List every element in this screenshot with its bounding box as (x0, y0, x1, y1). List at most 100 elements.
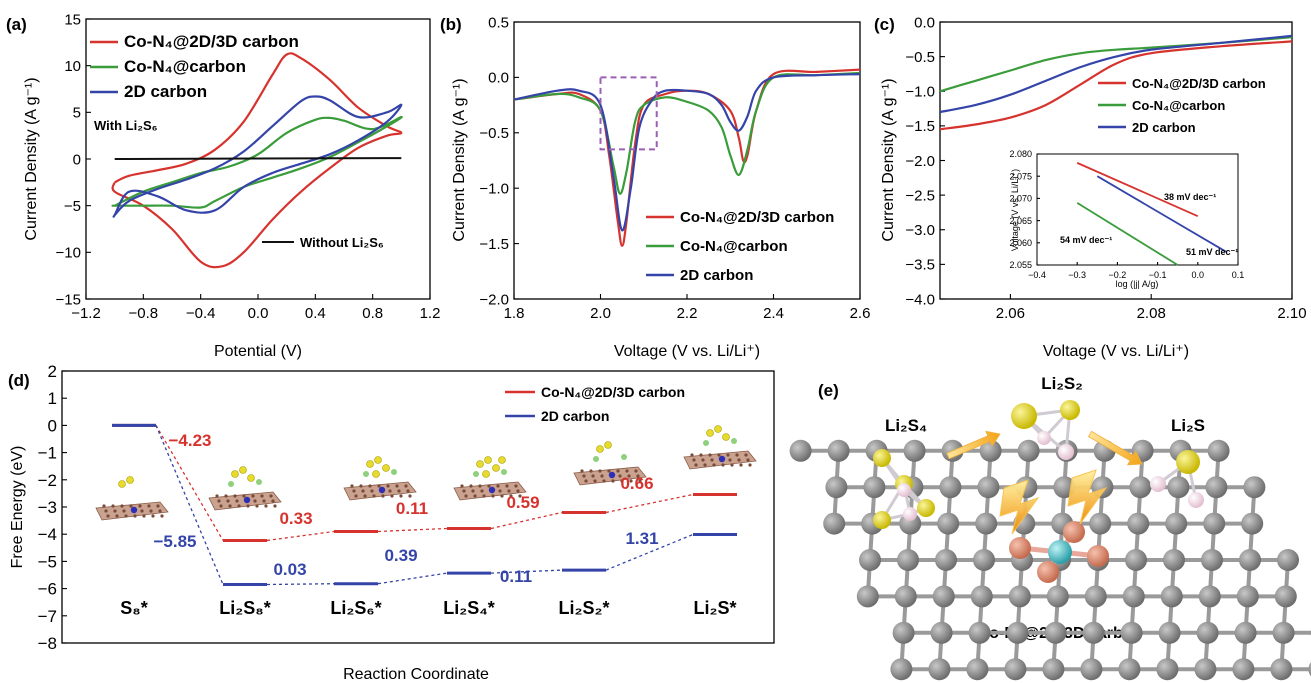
carbon-atom (894, 585, 917, 608)
y-tick-label: 1 (48, 389, 57, 408)
carbon-atom (491, 494, 495, 498)
carbon-atom (694, 463, 698, 467)
carbon-atom (246, 504, 250, 508)
carbon-atom (968, 621, 991, 644)
carbon-atom (149, 509, 153, 513)
y-tick-label: −2.0 (479, 291, 509, 308)
label-li2s2: Li₂S₂ (1041, 374, 1083, 393)
carbon-atom (160, 514, 164, 518)
conversion-arrow-icon (946, 430, 1001, 460)
y-tick-label: −0.5 (479, 125, 509, 142)
carbon-atom (518, 494, 522, 498)
carbon-atom (1006, 621, 1029, 644)
carbon-atom (1205, 476, 1228, 499)
carbon-atom (939, 476, 962, 499)
sulfur-atom (492, 464, 500, 472)
energy-connector (155, 425, 224, 585)
category-label: Li₂S₄* (443, 598, 495, 618)
inset-xlabel: log (|j| A/g) (1116, 279, 1159, 289)
lithium-atom (256, 479, 262, 485)
carbon-atom (1207, 439, 1230, 462)
carbon-atom (692, 458, 696, 462)
carbon-atom (1127, 512, 1150, 535)
y-tick-label: −3 (38, 498, 57, 517)
carbon-atom (721, 463, 725, 467)
carbon-atom (903, 439, 926, 462)
carbon-atom (935, 549, 957, 571)
carbon-atom (251, 494, 255, 498)
inset-slope-label: 54 mV dec⁻¹ (1060, 235, 1112, 245)
y-tick-label: −4.0 (905, 291, 935, 308)
lithium-atom (621, 454, 627, 460)
carbon-atom (602, 479, 606, 483)
sulfur-atom (372, 470, 380, 478)
adsorbed-structures (95, 425, 757, 521)
legend-entry: Co-N₄@2D/3D carbon (124, 32, 299, 51)
series-co-n-2d-3d-carbon (939, 40, 1293, 131)
x-tick-label: −0.1 (1149, 270, 1167, 280)
inset-slope-label: 38 mV dec⁻¹ (1164, 192, 1216, 202)
energy-connector (377, 572, 448, 585)
carbon-atom (825, 476, 848, 499)
carbon-atom (106, 514, 110, 518)
carbon-atom (930, 621, 953, 644)
y-tick-label: −3.5 (905, 257, 935, 274)
carbon-atom (708, 453, 712, 457)
carbon-atom (122, 509, 126, 513)
carbon-atom (1234, 621, 1257, 644)
sulfur-atom (596, 445, 604, 453)
y-tick-label: 2.080 (1009, 149, 1032, 159)
carbon-atom (827, 439, 850, 462)
y-tick-label: −1 (38, 444, 57, 463)
sulfur-atom (484, 456, 492, 464)
carbon-atom (273, 504, 277, 508)
annotation-without-li2s6: Without Li₂S₆ (300, 235, 384, 250)
carbon-atom (625, 469, 629, 473)
panel-e-label: (e) (818, 381, 839, 400)
carbon-atom (363, 494, 367, 498)
catalysis-bolt-icon (999, 479, 1040, 535)
carbon-atom (728, 458, 732, 462)
carbon-atom (370, 489, 374, 493)
panel-c-ylabel: Current Density (A g⁻¹) (880, 78, 897, 241)
carbon-atom (928, 658, 951, 681)
y-tick-label: −15 (56, 291, 81, 308)
carbon-atom (582, 474, 586, 478)
sulfur-atom (482, 470, 490, 478)
carbon-atom (1042, 658, 1065, 681)
x-tick-label: 0.8 (362, 305, 383, 322)
sulfur-atom (239, 466, 247, 474)
sulfur-atom (476, 460, 484, 468)
carbon-atom (469, 484, 473, 488)
step-energy-label: 0.33 (279, 509, 312, 528)
panel-a-label: (a) (6, 15, 27, 34)
carbon-atom (397, 489, 401, 493)
lithium-atom (1150, 476, 1166, 492)
step-energy-label: 0.03 (273, 560, 306, 579)
y-tick-label: −2 (38, 471, 57, 490)
legend-entry: 2D carbon (124, 82, 207, 101)
step-energy-label: 0.39 (384, 546, 417, 565)
cobalt-atom (130, 506, 138, 514)
carbon-atom (226, 499, 230, 503)
carbon-atom (372, 494, 376, 498)
lithium-atom (593, 456, 599, 462)
carbon-atom (237, 504, 241, 508)
energy-connector (155, 425, 224, 541)
carbon-atom (460, 484, 464, 488)
panel-d-ylabel: Free Energy (eV) (9, 446, 26, 569)
carbon-atom (966, 658, 989, 681)
y-tick-label: −1.5 (905, 118, 935, 135)
carbon-atom (255, 504, 259, 508)
sulfur-atom (247, 474, 255, 482)
y-tick-label: −5 (64, 198, 81, 215)
carbon-atom (386, 484, 390, 488)
legend-entry: Co-N₄@2D/3D carbon (541, 384, 685, 400)
carbon-atom (638, 479, 642, 483)
sulfur-atom (366, 460, 374, 468)
nitrogen-atom (1087, 545, 1109, 567)
panel-d: (d) −8 −7 −6 −5 −4 −3 −2 −1 0 1 2 −4.23 0.33 0.11 0.5… (8, 362, 775, 683)
inset-slope-label: 51 mV dec⁻¹ (1186, 247, 1238, 257)
category-label: Li₂S₂* (558, 598, 609, 618)
carbon-atom (611, 479, 615, 483)
